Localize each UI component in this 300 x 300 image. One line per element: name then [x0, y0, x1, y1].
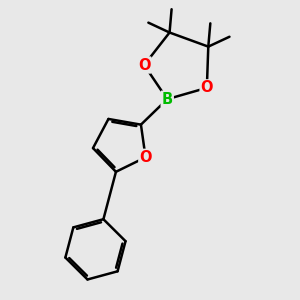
Text: O: O	[138, 58, 150, 73]
Text: O: O	[201, 80, 213, 95]
Text: B: B	[162, 92, 173, 107]
Text: O: O	[139, 150, 152, 165]
